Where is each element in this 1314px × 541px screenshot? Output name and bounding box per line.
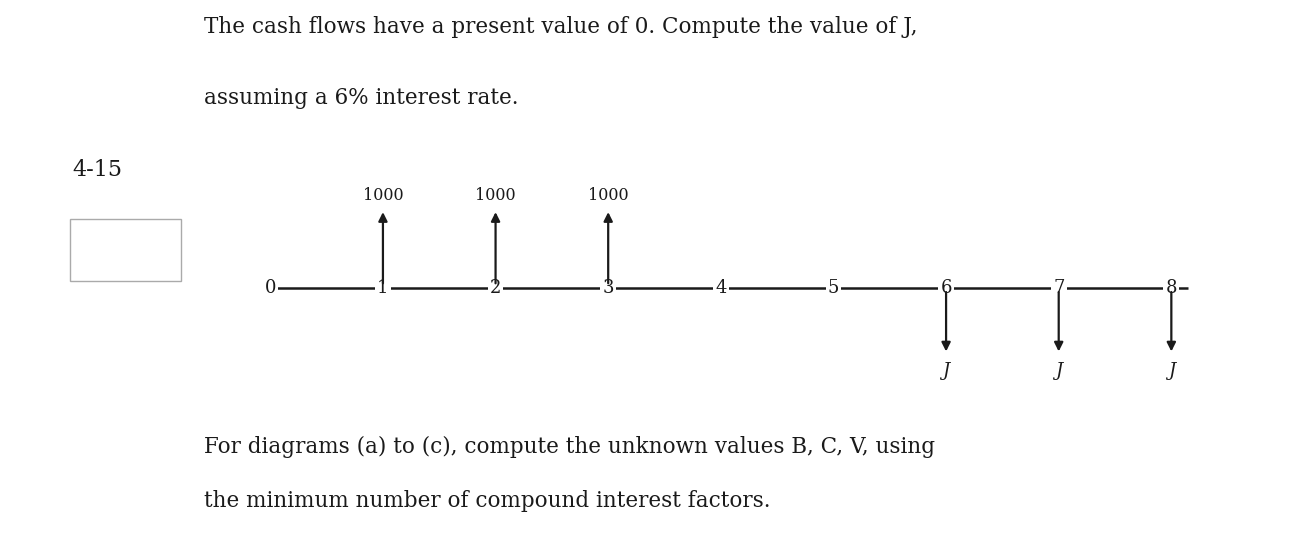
Text: 1000: 1000 (476, 187, 516, 204)
Text: J: J (1055, 362, 1062, 380)
Text: J: J (942, 362, 950, 380)
Text: J: J (1168, 362, 1175, 380)
Text: 4: 4 (715, 279, 727, 296)
Text: 4-15: 4-15 (72, 160, 122, 181)
Text: 1000: 1000 (587, 187, 628, 204)
Text: 2: 2 (490, 279, 501, 296)
Text: The cash flows have a present value of 0. Compute the value of J,: The cash flows have a present value of 0… (204, 16, 917, 38)
Text: 0: 0 (264, 279, 276, 296)
Text: 6: 6 (941, 279, 951, 296)
Text: 3: 3 (602, 279, 614, 296)
Text: 1: 1 (377, 279, 389, 296)
Text: assuming a 6% interest rate.: assuming a 6% interest rate. (204, 87, 518, 109)
Text: For diagrams (a) to (c), compute the unknown values B, C, V, using: For diagrams (a) to (c), compute the unk… (204, 436, 934, 458)
Text: 5: 5 (828, 279, 840, 296)
Text: 7: 7 (1053, 279, 1064, 296)
Text: 8: 8 (1166, 279, 1177, 296)
Text: the minimum number of compound interest factors.: the minimum number of compound interest … (204, 490, 770, 512)
Text: 1000: 1000 (363, 187, 403, 204)
